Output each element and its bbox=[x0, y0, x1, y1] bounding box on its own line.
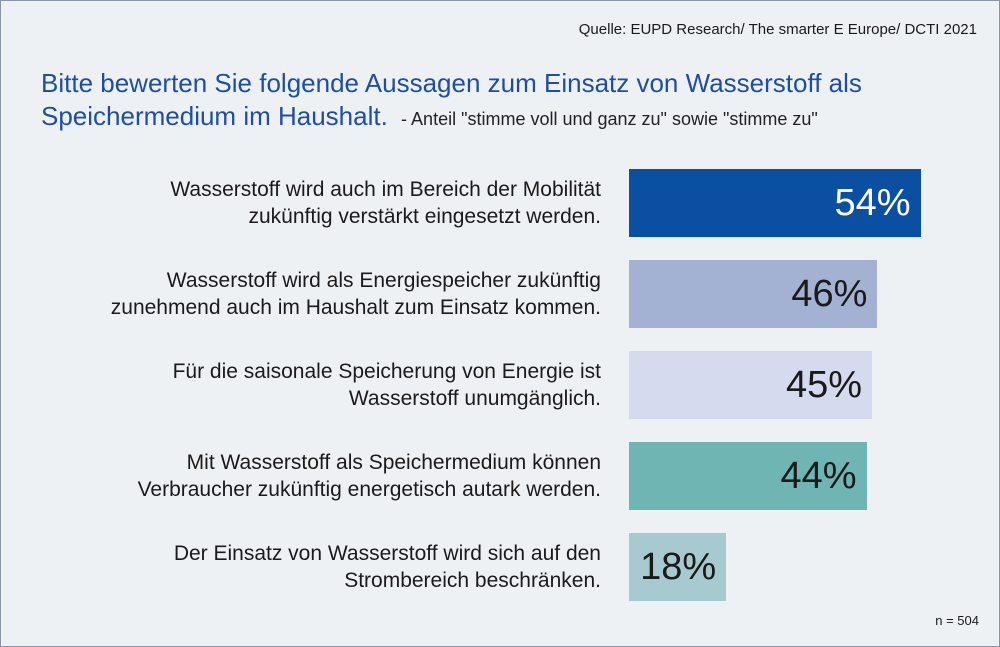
category-label-line: Der Einsatz von Wasserstoff wird sich au… bbox=[173, 542, 601, 565]
category-label: Wasserstoff wird als Energiespeicher zuk… bbox=[41, 267, 601, 321]
category-label-line: zunehmend auch im Haushalt zum Einsatz k… bbox=[110, 296, 601, 319]
category-label-line: Für die saisonale Speicherung von Energi… bbox=[172, 360, 601, 383]
source-note: Quelle: EUPD Research/ The smarter E Eur… bbox=[578, 21, 977, 38]
category-label-line: Wasserstoff wird auch im Bereich der Mob… bbox=[170, 178, 601, 201]
bar-value-label: 45% bbox=[785, 364, 862, 406]
bar-value-label: 18% bbox=[640, 546, 717, 588]
category-label-line: Wasserstoff wird als Energiespeicher zuk… bbox=[166, 269, 601, 292]
category-label: Wasserstoff wird auch im Bereich der Mob… bbox=[41, 176, 601, 230]
category-label-line: zukünftig verstärkt eingesetzt werden. bbox=[248, 205, 601, 228]
category-label: Der Einsatz von Wasserstoff wird sich au… bbox=[41, 540, 601, 594]
bar: 45% bbox=[629, 351, 872, 419]
chart-title: Bitte bewerten Sie folgende Aussagen zum… bbox=[41, 67, 961, 136]
bar-value-label: 44% bbox=[780, 455, 857, 497]
bar-value-label: 54% bbox=[834, 182, 911, 224]
category-label-line: Wasserstoff unumgänglich. bbox=[348, 387, 601, 410]
bar: 44% bbox=[629, 442, 867, 510]
category-label-line: Verbraucher zukünftig energetisch autark… bbox=[137, 478, 601, 501]
category-label-line: Mit Wasserstoff als Speichermedium könne… bbox=[186, 451, 601, 474]
bar: 54% bbox=[629, 169, 921, 237]
bar-value-label: 46% bbox=[791, 273, 868, 315]
category-label-line: Strombereich beschränken. bbox=[344, 569, 601, 592]
category-label: Mit Wasserstoff als Speichermedium könne… bbox=[41, 449, 601, 503]
bar: 46% bbox=[629, 260, 878, 328]
sample-size-note: n = 504 bbox=[935, 613, 979, 628]
category-label: Für die saisonale Speicherung von Energi… bbox=[41, 358, 601, 412]
bar: 18% bbox=[629, 533, 727, 601]
chart-title-main: Bitte bewerten Sie folgende Aussagen zum… bbox=[41, 68, 862, 131]
chart-subtitle: - Anteil "stimme voll und ganz zu" sowie… bbox=[401, 109, 818, 129]
